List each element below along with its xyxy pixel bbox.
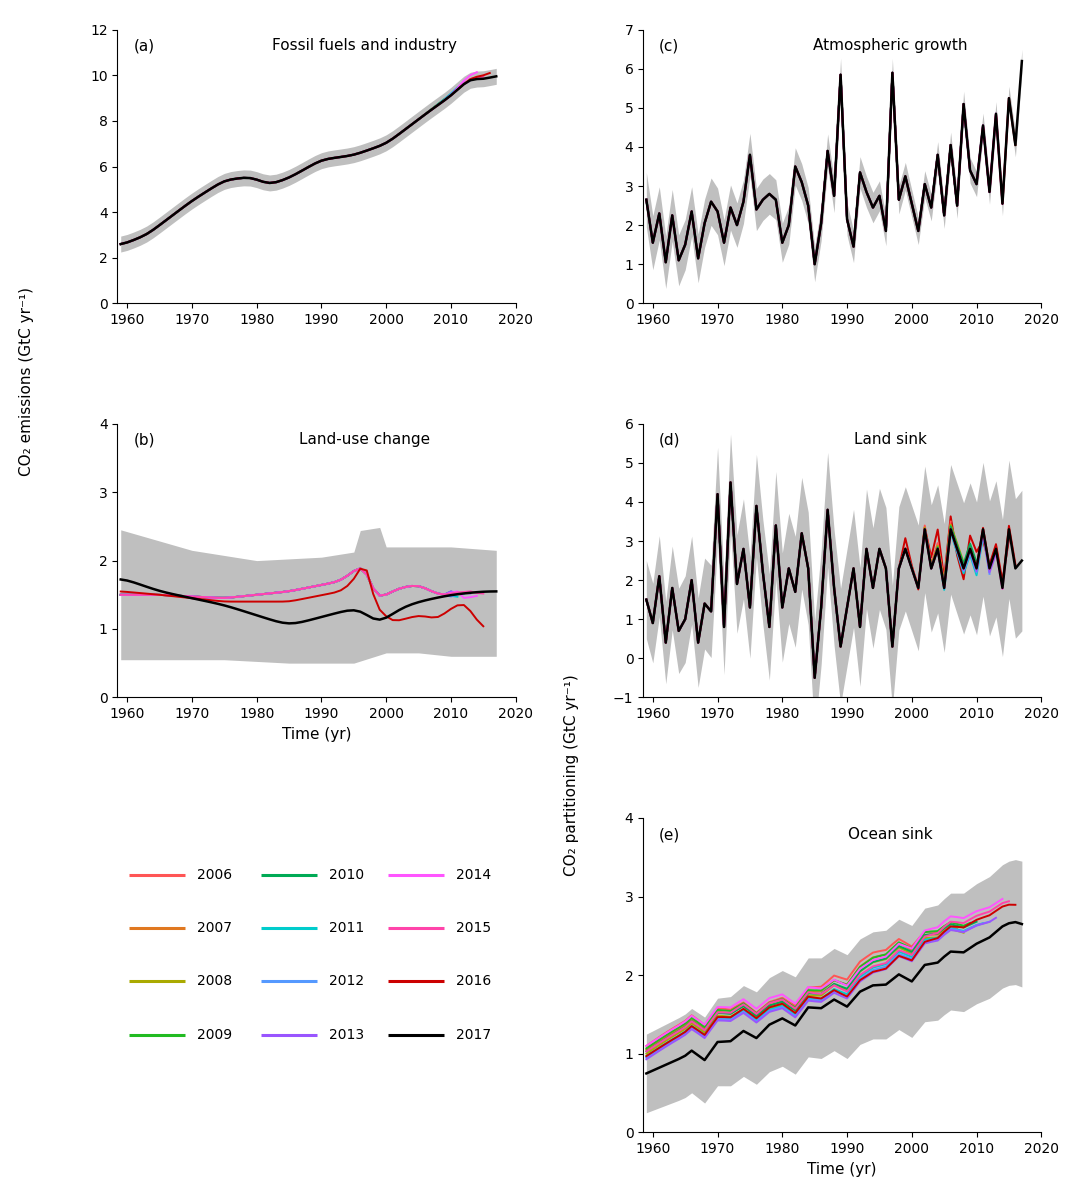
Text: 2007: 2007 (198, 921, 232, 935)
Text: 2011: 2011 (329, 921, 364, 935)
Text: 2012: 2012 (329, 974, 363, 988)
Text: 2009: 2009 (198, 1028, 232, 1042)
X-axis label: Time (yr): Time (yr) (807, 1162, 877, 1177)
Text: (b): (b) (134, 432, 155, 447)
Text: Fossil fuels and industry: Fossil fuels and industry (272, 38, 457, 52)
Text: Atmospheric growth: Atmospheric growth (813, 38, 968, 52)
Text: Land-use change: Land-use change (299, 432, 430, 447)
Text: 2014: 2014 (456, 868, 491, 882)
Text: Land sink: Land sink (853, 432, 926, 447)
Text: (e): (e) (659, 827, 680, 843)
Text: 2006: 2006 (198, 868, 232, 882)
Text: 2010: 2010 (329, 868, 363, 882)
Text: Ocean sink: Ocean sink (848, 827, 932, 843)
Text: 2015: 2015 (456, 921, 491, 935)
Text: 2016: 2016 (456, 974, 491, 988)
X-axis label: Time (yr): Time (yr) (282, 727, 351, 741)
Text: CO₂ partitioning (GtC yr⁻¹): CO₂ partitioning (GtC yr⁻¹) (564, 673, 579, 876)
Text: 2017: 2017 (456, 1028, 491, 1042)
Text: (d): (d) (659, 432, 680, 447)
Text: 2013: 2013 (329, 1028, 363, 1042)
Text: CO₂ emissions (GtC yr⁻¹): CO₂ emissions (GtC yr⁻¹) (19, 287, 34, 476)
Text: (a): (a) (134, 38, 155, 52)
Text: 2008: 2008 (198, 974, 232, 988)
Text: (c): (c) (659, 38, 679, 52)
